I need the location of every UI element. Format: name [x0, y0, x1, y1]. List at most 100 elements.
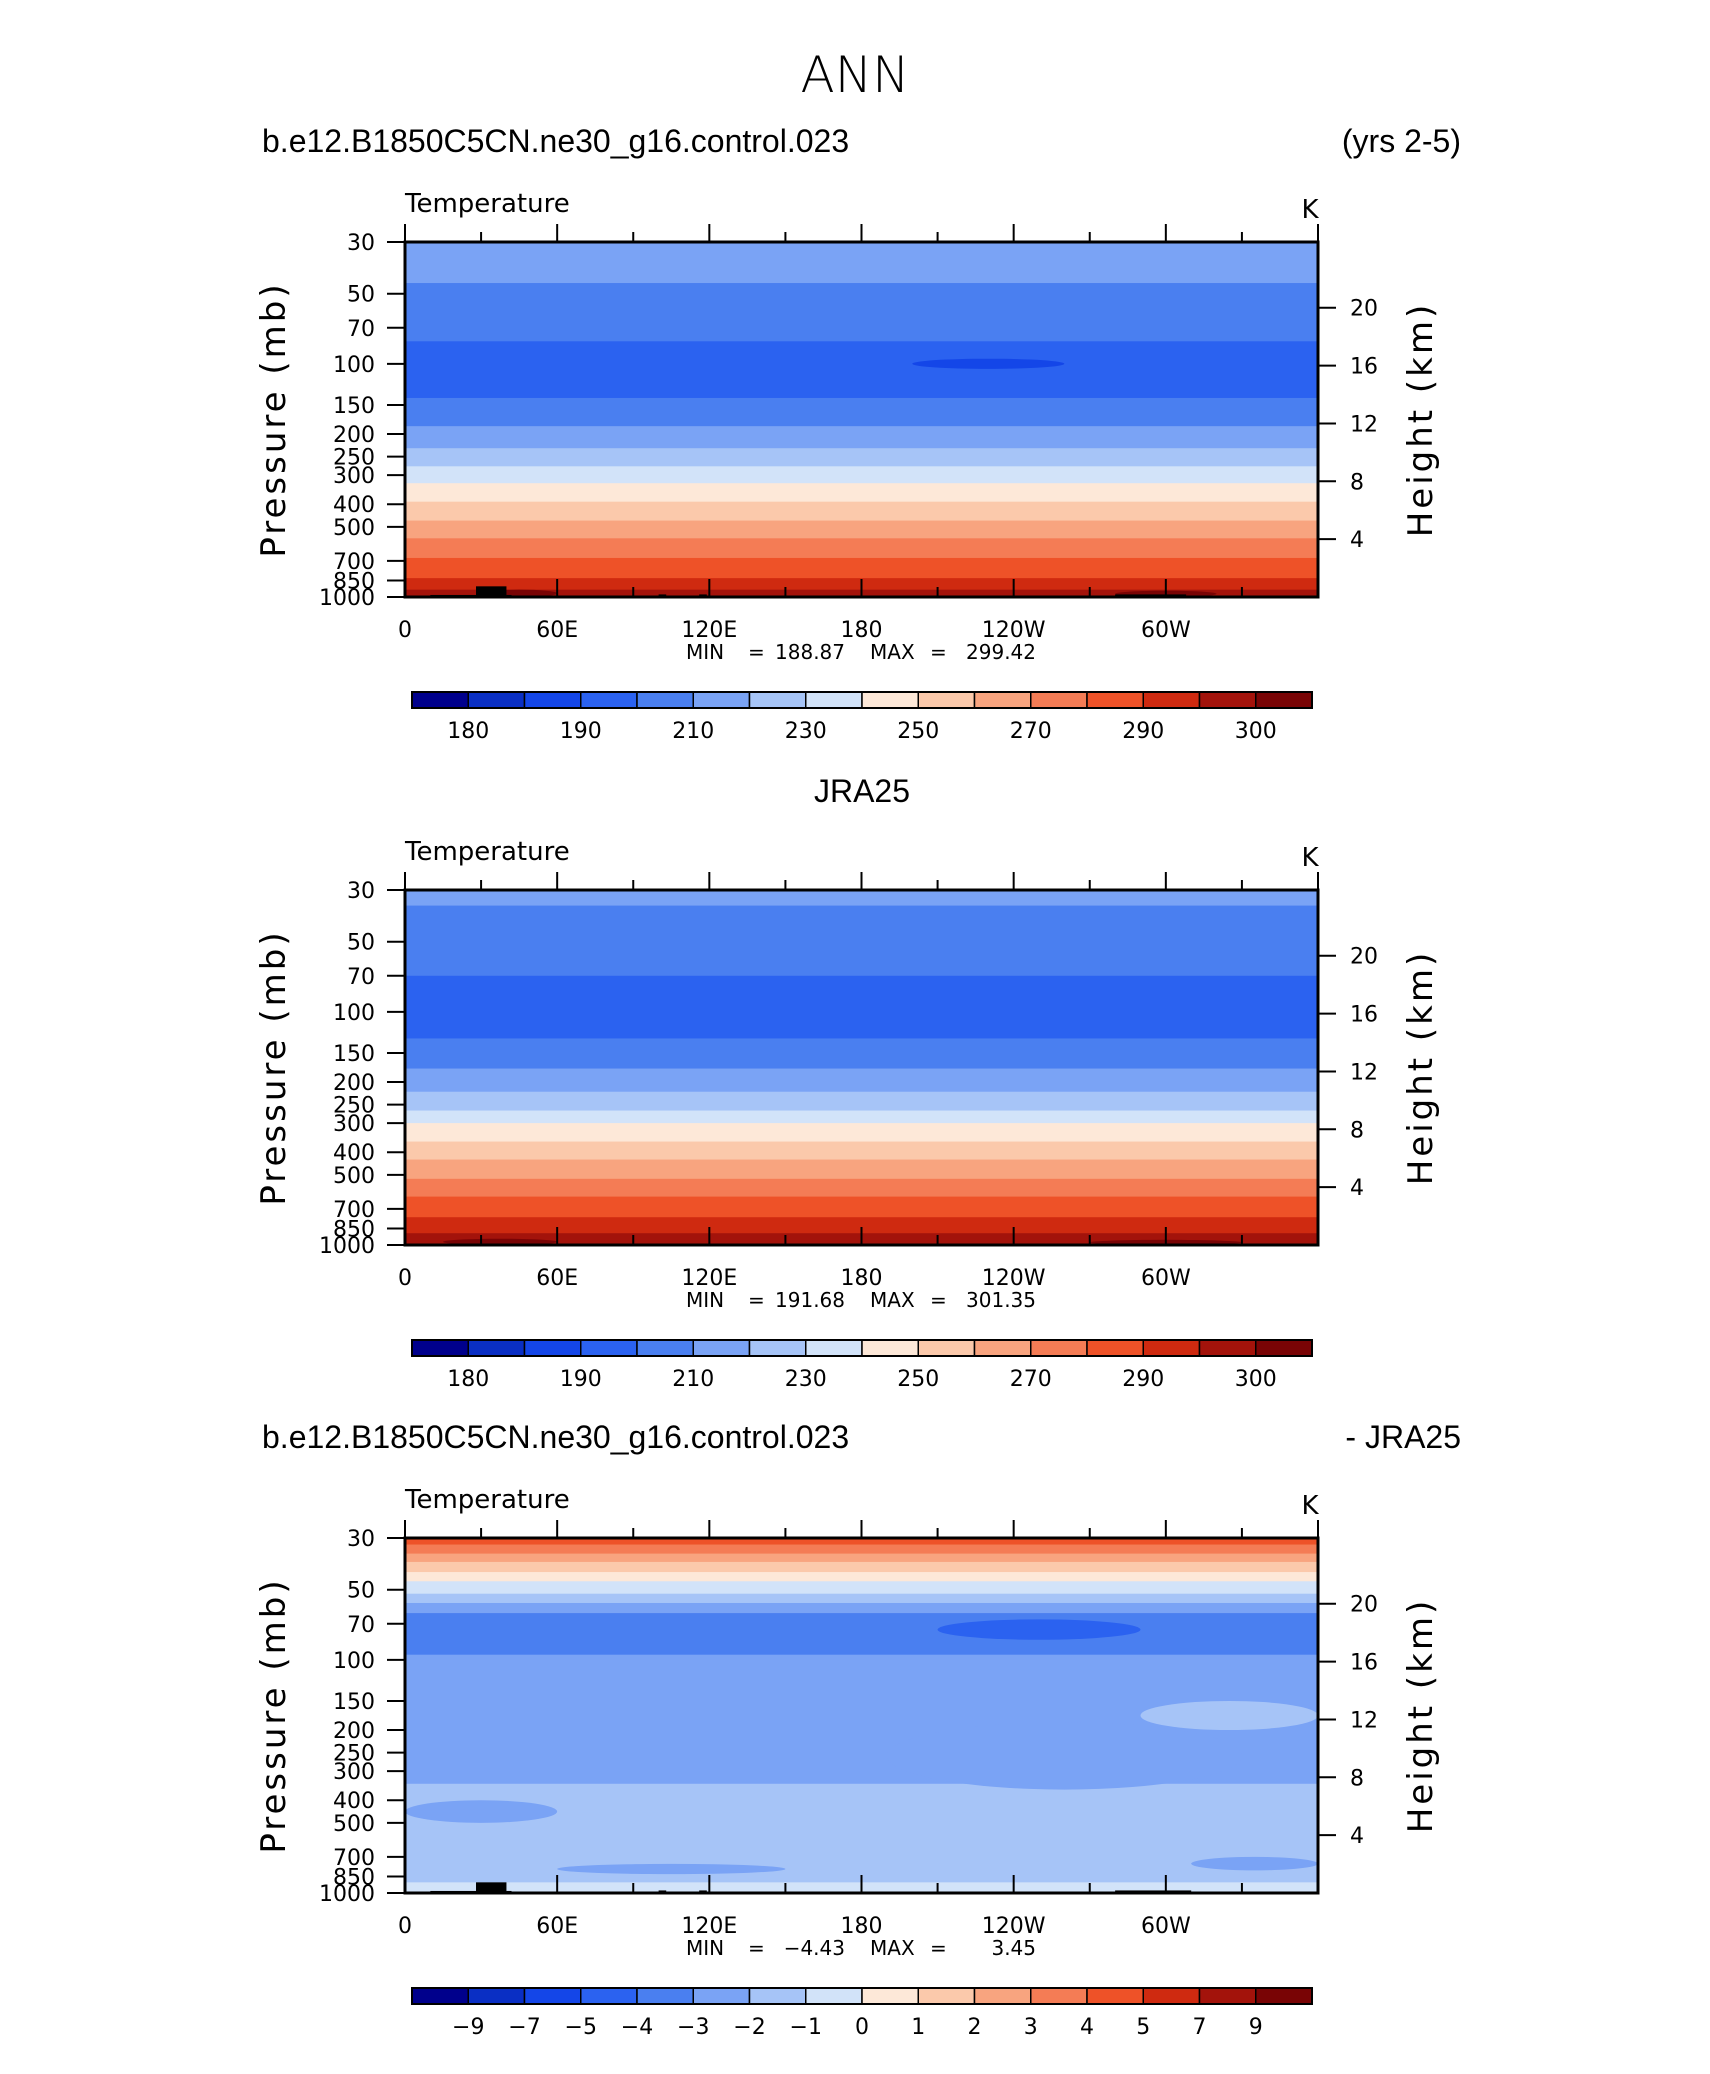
- y-axis-label: Pressure (mb): [254, 281, 294, 557]
- colorbar-box: [748, 691, 807, 709]
- colorbar-box: [580, 1987, 638, 2005]
- y-right-tick-label: 8: [1350, 1766, 1364, 1791]
- colorbar-label: 180: [447, 719, 489, 744]
- plot-area: [405, 890, 1318, 1245]
- contour-band: [405, 501, 1318, 522]
- x-tick-label: 180: [841, 618, 883, 643]
- colorbar-box: [692, 691, 751, 709]
- y-right-tick-label: 8: [1350, 1118, 1364, 1143]
- x-tick-label: 60W: [1141, 618, 1191, 643]
- y-right-tick-label: 12: [1350, 1060, 1378, 1085]
- colorbar-box: [1142, 1339, 1201, 1357]
- chart-panel-3: b.e12.B1850C5CN.ne30_g16.control.023 - JR…: [254, 1419, 1461, 2040]
- x-tick-label: 60E: [536, 1914, 578, 1939]
- x-tick-label: 120E: [681, 1266, 737, 1291]
- colorbar-label: −2: [733, 2015, 765, 2040]
- colorbar-box: [1255, 1987, 1313, 2005]
- x-tick-label: 0: [398, 1914, 412, 1939]
- y-tick-label: 1000: [319, 586, 375, 611]
- max-label: MAX: [870, 1936, 915, 1960]
- colorbar-box: [1086, 1987, 1144, 2005]
- contour-region: [937, 1619, 1141, 1640]
- y-tick-label: 30: [347, 231, 375, 256]
- panel-right-title: - JRA25: [1345, 1419, 1461, 1455]
- x-tick-label: 120W: [982, 1266, 1046, 1291]
- colorbar-box: [973, 1987, 1032, 2005]
- colorbar-label: 210: [672, 719, 714, 744]
- y-axis-label: Pressure (mb): [254, 1577, 294, 1853]
- y-tick-label: 50: [347, 283, 375, 308]
- max-value: 299.42: [966, 640, 1036, 664]
- y-tick-label: 300: [333, 1112, 375, 1137]
- colorbar-box: [1198, 691, 1257, 709]
- colorbar-box: [636, 691, 694, 709]
- colorbar-box: [411, 1987, 469, 2005]
- colorbar-box: [636, 1987, 694, 2005]
- y-right-axis-label: Height (km): [1401, 950, 1441, 1186]
- colorbar-label: 3: [1024, 2015, 1038, 2040]
- contour-band: [405, 1544, 1318, 1555]
- colorbar-box: [917, 1987, 976, 2005]
- colorbar-label: 0: [855, 2015, 869, 2040]
- colorbar: 180 190 210 230 250 270 290 300: [411, 691, 1313, 744]
- colorbar-label: 190: [560, 719, 602, 744]
- y-right-tick-label: 20: [1350, 297, 1378, 322]
- contour-band: [405, 1141, 1318, 1161]
- colorbar-box: [1030, 1987, 1088, 2005]
- colorbar-box: [861, 1339, 919, 1357]
- colorbar-label: 1: [911, 2015, 925, 2040]
- colorbar-label: 190: [560, 1367, 602, 1392]
- contour-band: [405, 1038, 1318, 1070]
- y-tick-label: 200: [333, 1071, 375, 1096]
- y-right-tick-label: 20: [1350, 945, 1378, 970]
- y-tick-label: 400: [333, 1141, 375, 1166]
- colorbar-box: [467, 691, 526, 709]
- contour-band: [405, 1613, 1318, 1656]
- colorbar-box: [523, 1339, 582, 1357]
- y-right-tick-label: 20: [1350, 1593, 1378, 1618]
- y-tick-label: 70: [347, 317, 375, 342]
- contour-band: [405, 483, 1318, 503]
- units-label: K: [1301, 843, 1319, 873]
- colorbar-box: [1142, 1987, 1201, 2005]
- colorbar-label: 250: [897, 719, 939, 744]
- min-equals: =: [748, 640, 765, 664]
- colorbar-box: [1142, 691, 1201, 709]
- colorbar-label: 180: [447, 1367, 489, 1392]
- y-tick-label: 850: [333, 1866, 375, 1891]
- contour-band: [405, 538, 1318, 559]
- x-tick-label: 0: [398, 618, 412, 643]
- contour-band: [405, 1110, 1318, 1124]
- max-label: MAX: [870, 640, 915, 664]
- colorbar-label: −7: [508, 2015, 540, 2040]
- y-right-tick-label: 16: [1350, 355, 1378, 380]
- y-tick-label: 850: [333, 1218, 375, 1243]
- colorbar-label: 2: [968, 2015, 982, 2040]
- contour-region: [405, 1800, 558, 1823]
- colorbar-label: −9: [452, 2015, 484, 2040]
- colorbar-box: [917, 691, 976, 709]
- panel-right-title: (yrs 2-5): [1342, 123, 1461, 159]
- y-tick-label: 50: [347, 1579, 375, 1604]
- contour-band: [405, 448, 1318, 467]
- contour-band: [405, 1783, 1318, 1883]
- colorbar-box: [411, 691, 469, 709]
- land-mask: [476, 1882, 507, 1893]
- max-equals: =: [930, 1288, 947, 1312]
- colorbar-label: 300: [1235, 719, 1277, 744]
- contour-region: [785, 1885, 1116, 1893]
- contour-band: [405, 1593, 1318, 1604]
- y-tick-label: 700: [333, 1198, 375, 1223]
- plot-area: [405, 242, 1318, 597]
- x-tick-label: 120E: [681, 1914, 737, 1939]
- y-tick-label: 250: [333, 446, 375, 471]
- max-label: MAX: [870, 1288, 915, 1312]
- max-equals: =: [930, 640, 947, 664]
- contour-band: [405, 1602, 1318, 1614]
- colorbar-label: 290: [1122, 1367, 1164, 1392]
- colorbar-box: [411, 1339, 469, 1357]
- colorbar-box: [1255, 1339, 1313, 1357]
- contour-region: [443, 1238, 558, 1245]
- y-tick-label: 300: [333, 464, 375, 489]
- colorbar-label: 290: [1122, 719, 1164, 744]
